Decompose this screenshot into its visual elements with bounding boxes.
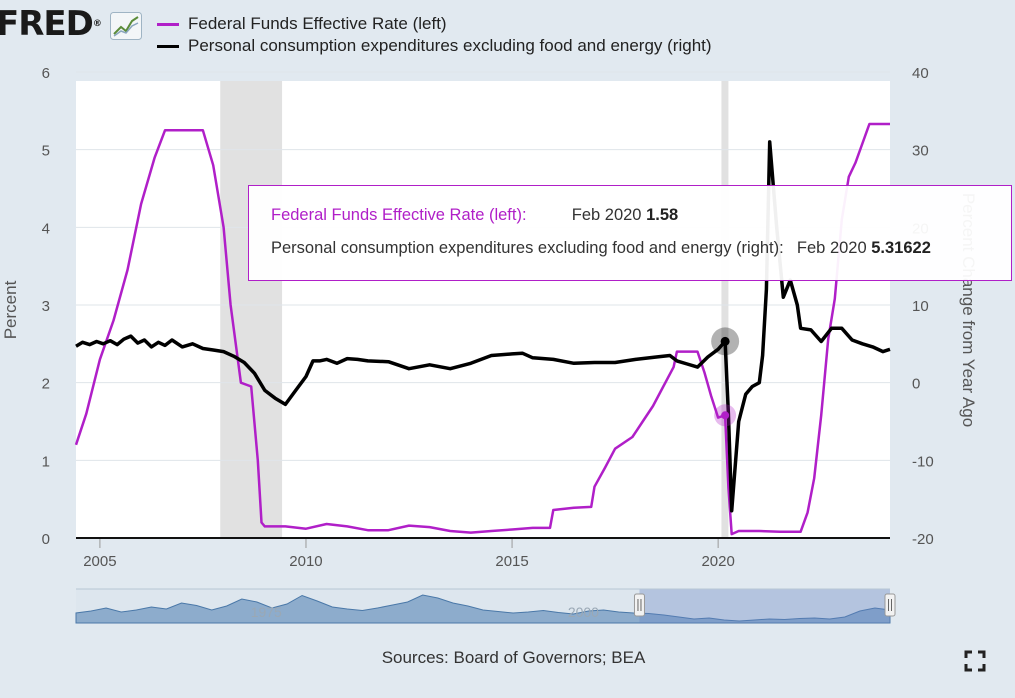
recession-band-1 — [721, 81, 729, 538]
plot-layer — [74, 71, 891, 538]
y-tick-label-left: 2 — [42, 376, 50, 393]
series-line-0 — [74, 122, 890, 536]
navigator-handle-right[interactable] — [884, 593, 896, 617]
x-tick-label: 2015 — [495, 553, 528, 570]
navigator-label: 2000 — [568, 604, 599, 620]
tooltip-value-pce: 5.31622 — [871, 239, 931, 257]
legend-item-fed-funds[interactable]: Federal Funds Effective Rate (left) — [157, 13, 712, 35]
legend-label-fed-funds: Federal Funds Effective Rate (left) — [188, 14, 447, 33]
line-graph-icon — [110, 12, 142, 40]
x-tick-label: 2005 — [83, 553, 116, 570]
sources-text: Sources: Board of Governors; BEA — [381, 648, 646, 667]
y-tick-label-right: 30 — [912, 143, 929, 160]
y-tick-label-right: 0 — [912, 376, 920, 393]
tooltip-date-fed-funds: Feb 2020 — [571, 206, 642, 224]
y-tick-label-left: 6 — [42, 65, 50, 82]
registered-mark: ® — [92, 19, 102, 29]
fred-logo[interactable]: FRED® — [0, 4, 102, 44]
navigator-selection — [639, 589, 890, 623]
y-tick-label-left: 5 — [42, 143, 50, 160]
y-tick-label-left: 4 — [42, 220, 50, 237]
y-tick-label-right: -20 — [912, 531, 934, 548]
tooltip-row-fed-funds: Federal Funds Effective Rate (left): Feb… — [271, 206, 678, 225]
fred-logo-text: FRED — [0, 4, 94, 44]
tooltip-label-pce: Personal consumption expenditures exclud… — [271, 239, 784, 257]
y-tick-label-left: 3 — [42, 298, 50, 315]
x-tick-label: 2020 — [701, 553, 734, 570]
range-navigator[interactable]: 1975 2000 — [75, 588, 896, 624]
chart-legend: Federal Funds Effective Rate (left) Pers… — [157, 13, 712, 57]
tooltip-row-pce: Personal consumption expenditures exclud… — [271, 239, 931, 258]
y-tick-label-right: 10 — [912, 298, 929, 315]
legend-item-pce[interactable]: Personal consumption expenditures exclud… — [157, 35, 712, 57]
tooltip-label-fed-funds: Federal Funds Effective Rate (left): — [271, 206, 527, 224]
hover-marker-fed-funds — [721, 411, 730, 420]
x-tick-label: 2010 — [289, 553, 322, 570]
data-tooltip: Federal Funds Effective Rate (left): Feb… — [248, 185, 1012, 281]
y-tick-label-right: 40 — [912, 65, 929, 82]
y-axis-title-left: Percent — [1, 280, 20, 339]
y-tick-label-right: -10 — [912, 453, 934, 470]
legend-swatch-fed-funds — [157, 22, 179, 26]
tooltip-date-pce: Feb 2020 — [796, 239, 867, 257]
y-tick-label-left: 0 — [42, 531, 50, 548]
navigator-label: 1975 — [251, 604, 282, 620]
legend-label-pce: Personal consumption expenditures exclud… — [188, 36, 712, 55]
navigator-handle-left[interactable] — [633, 593, 645, 617]
tooltip-value-fed-funds: 1.58 — [646, 206, 679, 224]
y-tick-label-left: 1 — [42, 453, 50, 470]
fullscreen-icon[interactable] — [964, 650, 986, 672]
navigator-area — [75, 594, 891, 624]
hover-marker-pce — [720, 336, 730, 346]
legend-swatch-pce — [157, 44, 179, 48]
